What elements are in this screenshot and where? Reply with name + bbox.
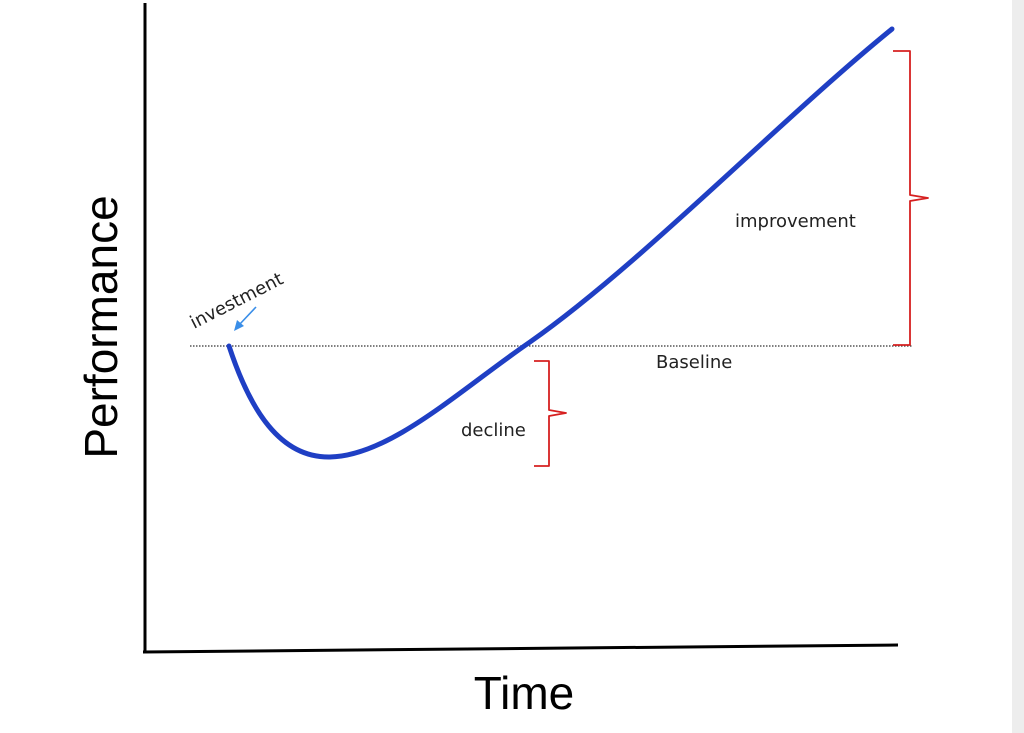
y-axis-title: Performance	[75, 195, 127, 458]
decline-brace	[534, 360, 567, 467]
x-axis	[142, 643, 899, 654]
performance-curve	[226, 26, 895, 460]
investment-arrow	[234, 306, 257, 331]
baseline-label: Baseline	[656, 352, 732, 373]
x-axis-title: Time	[474, 667, 575, 719]
decline-label: decline	[461, 420, 526, 441]
improvement-label: improvement	[735, 211, 856, 232]
side-strip	[1012, 0, 1024, 733]
improvement-brace	[893, 50, 929, 346]
